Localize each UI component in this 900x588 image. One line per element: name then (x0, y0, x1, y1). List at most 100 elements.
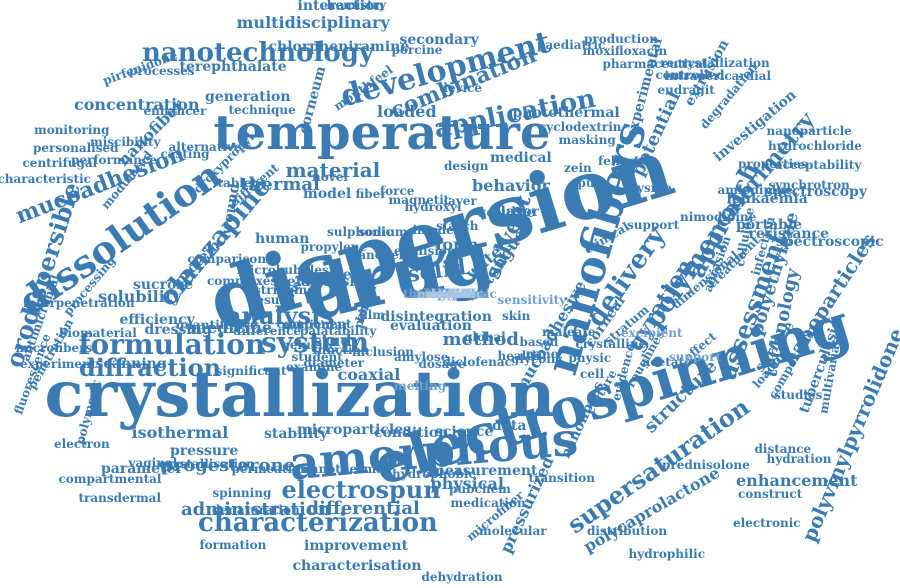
word-film: film (359, 308, 385, 322)
word-crystallization: crystallization (44, 357, 556, 432)
word-compartmental: compartmental (58, 472, 162, 486)
word-resistance: resistance (748, 226, 830, 242)
word-condition: condition (374, 425, 449, 441)
word-ratio: ratio (434, 287, 467, 301)
word-hydroxyl: hydroxyl (404, 200, 462, 214)
word-acceptability: acceptability (775, 158, 862, 172)
word-emulsion: emulsion (394, 244, 456, 258)
word-solubility: solubility (98, 287, 182, 306)
word-health: health (497, 349, 541, 363)
word-electronic: electronic (733, 516, 801, 530)
word-medical: medical (490, 150, 552, 166)
word-lysine: lysine (632, 181, 672, 195)
word-difference: difference (233, 324, 302, 338)
word-formulation: formulation (78, 328, 266, 361)
word-method: method (442, 329, 520, 350)
word-denaturation: denaturation (212, 503, 300, 517)
word-dressing: dressing (144, 322, 212, 338)
word-examine: examine (286, 360, 343, 374)
word-ionic: ionic (433, 287, 467, 301)
word-transition: transition (528, 471, 596, 485)
word-feline: feline (598, 154, 637, 168)
word-microbubbles: microbubbles (237, 263, 329, 277)
word-carrier: carrier (427, 287, 474, 301)
word-medication: medication (450, 496, 526, 510)
word-ethanol: ethanol (424, 287, 476, 301)
word-electron: electron (54, 437, 110, 451)
word-loaded: loaded (377, 102, 437, 121)
word-nanotechnology: nanotechnology (142, 38, 375, 68)
word-biomaterial: biomaterial (59, 326, 137, 340)
word-diclofenac: diclofenac (442, 355, 512, 369)
word-nanoparticle: nanoparticle (766, 124, 852, 138)
word-differential: differential (306, 498, 420, 519)
word-starch: starch (436, 219, 479, 233)
word-medicine: medicine (190, 318, 273, 337)
word-miscibility: miscibility (90, 135, 161, 149)
word-paediatric: paediatric (537, 38, 606, 52)
word-interaction: interaction (297, 0, 385, 14)
word-nanothermal: nanothermal (302, 462, 389, 476)
word-support: support (627, 218, 680, 232)
word-crystallisation: crystallisation (159, 457, 255, 471)
word-acetate: acetate (642, 355, 692, 369)
word-formation: formation (199, 538, 267, 552)
word-system: system (261, 326, 370, 359)
word-isothermal: isothermal (131, 423, 229, 442)
word-model: model (303, 186, 352, 202)
word-leukaemia: leukaemia (726, 191, 808, 207)
word-science: science (435, 424, 494, 440)
word-excipient: excipient (621, 326, 683, 340)
word-gelucire: gelucire (281, 338, 337, 352)
word-batch: batch (431, 287, 469, 301)
word-moxifloxacin: moxifloxacin (582, 44, 668, 58)
word-melt: melt (328, 267, 364, 283)
word-efficiency: efficiency (119, 312, 195, 328)
word-recrystallization: recrystallization (660, 56, 770, 70)
word-parameter: parameter (101, 461, 183, 477)
word-soluble: soluble (478, 205, 536, 221)
word-evaluation: evaluation (390, 318, 472, 334)
word-component: component (276, 317, 352, 331)
word-coaxial: coaxial (337, 365, 401, 384)
word-uniform: uniform (423, 287, 478, 301)
word-agent: agent (431, 287, 470, 301)
word-microfibers: microfibers (15, 341, 93, 355)
word-distribution: distribution (587, 524, 668, 538)
word-generation: generation (205, 89, 291, 105)
word-hydrochloride: hydrochloride (768, 139, 862, 153)
word-physic: physic (568, 351, 612, 365)
word-hydrophobic: hydrophobic (392, 467, 476, 481)
word-prednisolone: prednisolone (662, 458, 750, 472)
word-dosage: dosage (418, 357, 466, 371)
word-amlodipine: amlodipine (717, 183, 793, 197)
word-sucrose: sucrose (133, 277, 194, 293)
word-measurement: measurement (430, 463, 538, 479)
word-quantitative: quantitative (176, 318, 258, 332)
word-dehydration: dehydration (421, 570, 503, 584)
word-masking: masking (558, 133, 616, 147)
word-chemistry: chemistry (319, 0, 387, 12)
word-hydrophilic: hydrophilic (628, 547, 706, 561)
word-data: data (492, 418, 527, 434)
word-inclusion: inclusion (352, 345, 414, 359)
word-magnetic: magnetic (388, 193, 452, 207)
word-cell: cell (580, 367, 605, 381)
word-solution: solution (422, 287, 478, 301)
word-design: design (444, 159, 489, 173)
word-concentration: concentration (74, 95, 200, 114)
word-characteristic: characteristic (0, 172, 91, 186)
word-enhancer: enhancer (143, 104, 207, 118)
word-properties: properties (738, 157, 808, 171)
word-significant: significant (215, 364, 287, 378)
word-melting: melting (394, 379, 447, 393)
word-personalised: personalised (33, 141, 119, 155)
word-imode: imode (412, 223, 454, 237)
word-intrapericardial: intrapericardial (664, 69, 772, 83)
word-stability: stability (264, 426, 328, 442)
word-disintegration: disintegration (380, 309, 492, 325)
word-processes: processes (129, 64, 195, 78)
word-capacity: capacity (422, 287, 478, 301)
word-diffraction: diffraction (79, 353, 222, 382)
